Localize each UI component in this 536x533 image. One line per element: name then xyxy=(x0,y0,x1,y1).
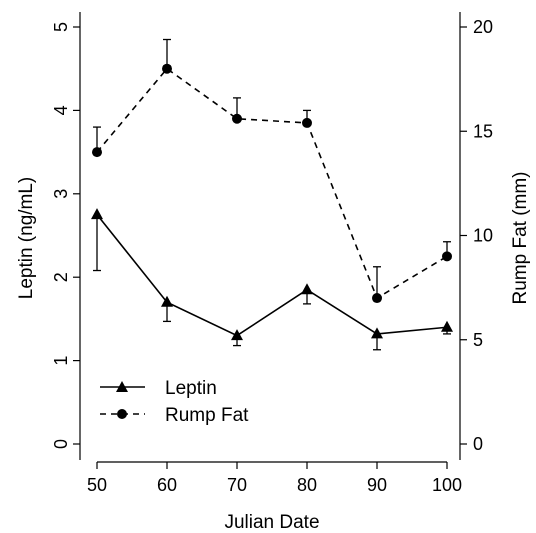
x-tick-label-90: 90 xyxy=(367,475,387,495)
leptin-series-line xyxy=(96,214,448,337)
x-axis-title: Julian Date xyxy=(224,512,319,533)
right-y-tick-label-15: 15 xyxy=(473,121,493,141)
leptin-marker-80 xyxy=(301,283,313,295)
rump-fat-marker-60 xyxy=(162,63,172,74)
left-y-axis-ticks: 0 1 2 3 4 5 xyxy=(51,22,80,449)
leptin-marker-50 xyxy=(91,208,103,220)
x-tick-label-50: 50 xyxy=(87,475,107,495)
rump-fat-marker-70 xyxy=(232,113,242,124)
left-y-tick-label-2: 2 xyxy=(51,272,71,282)
rump-fat-series-line xyxy=(96,67,448,300)
rump-fat-marker-50 xyxy=(92,147,102,158)
right-y-tick-label-20: 20 xyxy=(473,17,493,37)
rump-fat-marker-90 xyxy=(372,293,382,304)
right-y-axis-ticks: 0 5 10 15 20 xyxy=(460,17,493,454)
x-tick-label-70: 70 xyxy=(227,475,247,495)
legend-rump-fat-marker xyxy=(117,409,127,419)
leptin-marker-90 xyxy=(371,327,383,339)
left-y-tick-label-0: 0 xyxy=(51,439,71,449)
right-y-tick-label-0: 0 xyxy=(473,434,483,454)
legend-leptin-label: Leptin xyxy=(165,378,217,399)
x-tick-label-100: 100 xyxy=(432,475,462,495)
leptin-marker-100 xyxy=(441,320,453,332)
right-y-axis-title: Rump Fat (mm) xyxy=(510,172,531,305)
leptin-marker-60 xyxy=(161,295,173,307)
right-y-tick-label-10: 10 xyxy=(473,226,493,246)
x-tick-label-80: 80 xyxy=(297,475,317,495)
left-y-tick-label-4: 4 xyxy=(51,105,71,115)
legend: Leptin Rump Fat xyxy=(100,378,249,426)
x-axis-ticks: 50 60 70 80 90 100 xyxy=(87,462,462,495)
x-tick-label-60: 60 xyxy=(157,475,177,495)
legend-leptin-marker xyxy=(116,381,128,392)
rump-fat-marker-80 xyxy=(302,117,312,128)
left-y-tick-label-3: 3 xyxy=(51,189,71,199)
legend-rump-fat-label: Rump Fat xyxy=(165,405,249,426)
left-y-tick-label-5: 5 xyxy=(51,22,71,32)
left-y-tick-label-1: 1 xyxy=(51,356,71,366)
plot-area xyxy=(91,38,453,351)
right-y-tick-label-5: 5 xyxy=(473,330,483,350)
rump-fat-marker-100 xyxy=(442,251,452,262)
left-y-axis-title: Leptin (ng/mL) xyxy=(16,177,37,300)
leptin-marker-70 xyxy=(231,329,243,341)
